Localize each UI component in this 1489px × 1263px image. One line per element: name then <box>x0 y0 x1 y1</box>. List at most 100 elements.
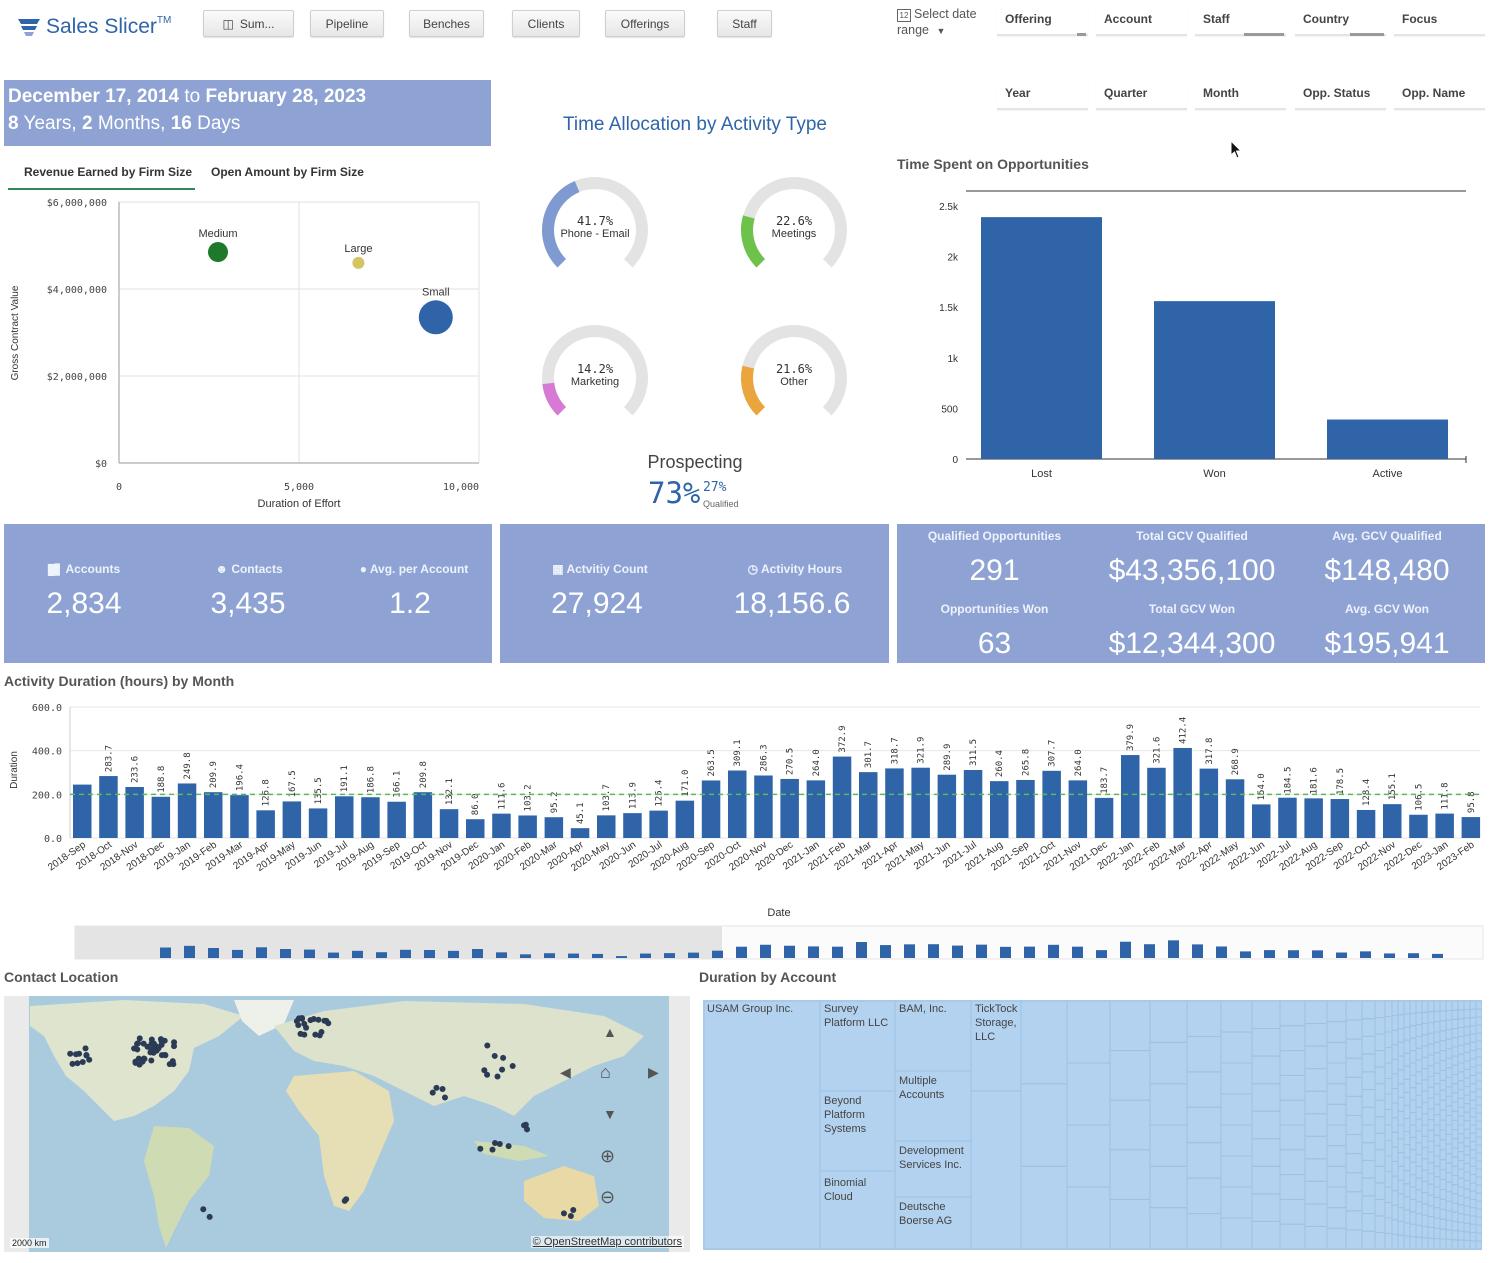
month-bar-2018-Nov[interactable] <box>125 786 144 838</box>
opp-bar-lost[interactable] <box>981 217 1102 459</box>
tab-revenue-earned[interactable]: Revenue Earned by Firm Size <box>8 160 195 190</box>
filter-month[interactable]: Month <box>1195 80 1286 110</box>
month-bar-2022-Apr[interactable] <box>1199 768 1219 838</box>
map-zoom-out-icon[interactable]: ⊖ <box>600 1187 616 1207</box>
map-pan-up-icon[interactable]: ▲ <box>603 1024 617 1040</box>
treemap-label-usam[interactable]: USAM Group Inc. <box>707 1003 794 1015</box>
bubble-small[interactable] <box>418 300 453 335</box>
month-bar-2022-Aug[interactable] <box>1304 798 1323 838</box>
tab-open-amount[interactable]: Open Amount by Firm Size <box>203 160 373 190</box>
duration-treemap[interactable]: USAM Group Inc. Survey Platform LLC BAM,… <box>703 1000 1482 1250</box>
month-bar-2019-Nov[interactable] <box>439 809 459 838</box>
bubble-medium[interactable] <box>208 242 228 263</box>
month-bar-2020-Feb[interactable] <box>518 815 537 838</box>
month-bar-2021-Nov[interactable] <box>1068 780 1088 838</box>
month-bar-2021-May[interactable] <box>911 767 930 838</box>
treemap-label-ticktock[interactable]: TickTock Storage, LLC <box>975 1003 1018 1043</box>
month-bar-2019-Mar[interactable] <box>230 795 249 838</box>
nav-staff-button[interactable]: Staff <box>717 10 772 37</box>
month-bar-2019-Jul[interactable] <box>335 796 354 838</box>
month-bar-2019-Apr[interactable] <box>256 810 275 838</box>
month-bar-2021-Aug[interactable] <box>990 781 1009 838</box>
month-bar-2022-Feb[interactable] <box>1147 767 1166 838</box>
month-bar-2019-Dec[interactable] <box>466 819 485 838</box>
map-home-icon[interactable]: ⌂ <box>600 1062 611 1082</box>
opp-bar-won[interactable] <box>1154 301 1275 459</box>
month-bar-2020-May[interactable] <box>597 815 616 838</box>
treemap-label-multiple-accounts[interactable]: Multiple Accounts <box>899 1075 945 1101</box>
map-credit[interactable]: © OpenStreetMap contributors <box>530 1236 684 1248</box>
map-pan-left-icon[interactable]: ◀ <box>560 1064 571 1080</box>
contact-location-map[interactable]: ▲ ◀ ⌂ ▶ ▼ ⊕ ⊖ 2000 km © OpenStreetMap co… <box>4 996 690 1252</box>
month-bar-2020-Oct[interactable] <box>728 770 747 838</box>
month-bar-2022-Jun[interactable] <box>1252 804 1271 838</box>
range-scrollbar-bars[interactable] <box>160 940 1443 958</box>
month-bar-2023-Feb[interactable] <box>1461 817 1481 838</box>
month-bar-2022-Sep[interactable] <box>1330 799 1350 838</box>
month-bar-2019-Oct[interactable] <box>413 792 433 838</box>
month-bar-2020-Jun[interactable] <box>623 813 642 838</box>
month-bar-2018-Sep[interactable] <box>73 784 92 838</box>
month-bar-2021-Jun[interactable] <box>937 774 957 838</box>
month-bar-2021-Feb[interactable] <box>832 756 852 838</box>
treemap-label-development-services[interactable]: Development Services Inc. <box>899 1145 964 1171</box>
filter-opp-name[interactable]: Opp. Name <box>1394 80 1485 110</box>
month-bar-2020-Nov[interactable] <box>754 775 773 838</box>
nav-pipeline-button[interactable]: Pipeline <box>310 10 384 37</box>
month-bar-2020-Aug[interactable] <box>675 800 695 838</box>
month-bar-2022-May[interactable] <box>1225 779 1245 838</box>
month-bar-2021-Mar[interactable] <box>859 772 878 838</box>
map-pan-right-icon[interactable]: ▶ <box>648 1064 659 1080</box>
treemap-label-deutsche-boerse[interactable]: Deutsche Boerse AG <box>899 1201 953 1227</box>
month-bar-2022-Nov[interactable] <box>1383 804 1402 838</box>
treemap-label-survey-platform[interactable]: Survey Platform LLC <box>824 1003 889 1029</box>
month-bar-2022-Oct[interactable] <box>1356 809 1376 838</box>
month-bar-2021-Jul[interactable] <box>963 769 983 838</box>
filter-opp-status[interactable]: Opp. Status <box>1295 80 1386 110</box>
filter-country[interactable]: Country <box>1295 6 1386 36</box>
filter-staff[interactable]: Staff <box>1195 6 1286 36</box>
nav-offerings-button[interactable]: Offerings <box>605 10 685 37</box>
month-bar-2019-Sep[interactable] <box>387 801 406 838</box>
month-bar-2020-Jan[interactable] <box>492 813 511 838</box>
nav-benches-button[interactable]: Benches <box>409 10 484 37</box>
month-bar-2022-Jan[interactable] <box>1121 755 1140 838</box>
month-bar-2019-Aug[interactable] <box>361 797 380 838</box>
map-zoom-in-icon[interactable]: ⊕ <box>600 1146 616 1166</box>
month-bar-2022-Dec[interactable] <box>1409 814 1428 838</box>
map-pan-down-icon[interactable]: ▼ <box>603 1106 617 1122</box>
nav-summary-button[interactable]: ◫ Sum... <box>203 10 294 37</box>
month-bar-2020-Apr[interactable] <box>570 828 590 838</box>
month-bar-2021-Oct[interactable] <box>1042 770 1061 838</box>
month-bar-2022-Jul[interactable] <box>1278 797 1297 838</box>
treemap-label-binomial-cloud[interactable]: Binomial Cloud <box>824 1177 867 1203</box>
opp-bar-active[interactable] <box>1327 419 1448 459</box>
month-bar-2022-Mar[interactable] <box>1173 747 1192 838</box>
treemap-label-beyond-platform[interactable]: Beyond Platform Systems <box>824 1095 867 1135</box>
month-bar-2020-Dec[interactable] <box>780 778 799 838</box>
filter-offering[interactable]: Offering <box>997 6 1088 36</box>
month-bar-2020-Sep[interactable] <box>701 780 721 838</box>
month-bar-2021-Dec[interactable] <box>1094 797 1114 838</box>
month-bar-2023-Jan[interactable] <box>1435 813 1454 838</box>
filter-account[interactable]: Account <box>1096 6 1187 36</box>
filter-year[interactable]: Year <box>997 80 1088 110</box>
nav-clients-button[interactable]: Clients <box>512 10 580 37</box>
month-bar-2021-Apr[interactable] <box>885 768 904 838</box>
month-bar-2019-Jun[interactable] <box>308 808 328 838</box>
month-bar-2020-Mar[interactable] <box>544 817 564 838</box>
month-bar-2020-Jul[interactable] <box>649 810 668 838</box>
app-logo[interactable]: Sales Slicer TM <box>16 12 186 42</box>
month-bar-2019-May[interactable] <box>282 801 302 838</box>
date-range-selector[interactable]: 12 Select date range ▼ <box>897 6 987 39</box>
month-bar-2018-Oct[interactable] <box>99 776 118 838</box>
month-bar-2019-Feb[interactable] <box>204 792 223 838</box>
bubble-large[interactable] <box>352 256 365 269</box>
month-bar-2019-Jan[interactable] <box>177 783 197 838</box>
range-scrollbar-shaded[interactable] <box>75 926 722 959</box>
treemap-label-bam[interactable]: BAM, Inc. <box>899 1003 947 1015</box>
filter-focus[interactable]: Focus <box>1394 6 1485 36</box>
filter-quarter[interactable]: Quarter <box>1096 80 1187 110</box>
month-bar-2021-Sep[interactable] <box>1016 779 1035 838</box>
month-bar-2021-Jan[interactable] <box>806 780 826 838</box>
